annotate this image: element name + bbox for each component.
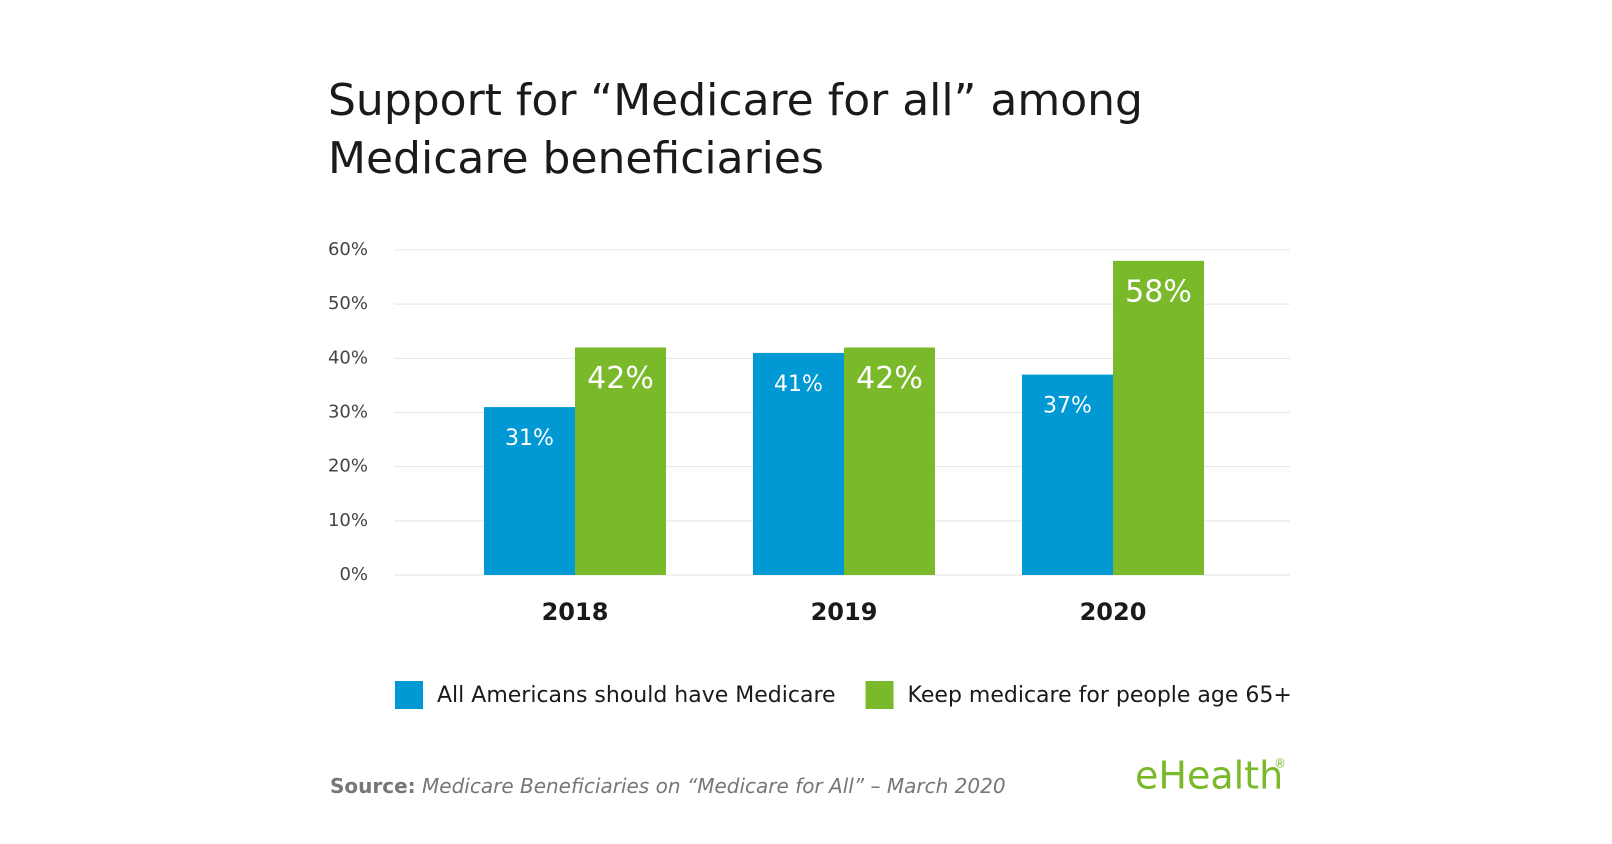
y-tick-label: 30% <box>328 402 368 423</box>
source-text: Source: Medicare Beneficiaries on “Medic… <box>330 774 1006 798</box>
bar <box>753 352 844 575</box>
value-label: 37% <box>1043 394 1092 419</box>
bar <box>1022 374 1113 575</box>
bar <box>484 407 575 575</box>
value-label: 58% <box>1125 274 1192 309</box>
source: Medicare Beneficiaries on “Medicare for … <box>422 774 1006 798</box>
legend-swatch <box>865 681 894 709</box>
value-label: 42% <box>856 361 923 396</box>
y-tick-label: 0% <box>339 564 368 585</box>
y-tick-label: 20% <box>328 456 368 477</box>
logo-mark: ® <box>1274 757 1286 771</box>
x-tick-label: 2018 <box>542 598 609 626</box>
y-tick-label: 50% <box>328 293 368 314</box>
y-tick-label: 60% <box>328 239 368 260</box>
y-tick-label: 40% <box>328 347 368 368</box>
value-label: 41% <box>774 372 823 397</box>
bar <box>575 347 666 575</box>
bar <box>844 347 935 575</box>
y-tick-label: 10% <box>328 510 368 531</box>
legend-swatch <box>395 681 423 709</box>
legend-label: All Americans should have Medicare <box>437 683 836 708</box>
legend-label: Keep medicare for people age 65+ <box>908 683 1292 708</box>
chart-title: Support for “Medicare for all” among Med… <box>328 75 1143 184</box>
value-label: 42% <box>587 361 654 396</box>
x-tick-label: 2019 <box>811 598 878 626</box>
source-label: Source: <box>330 774 416 798</box>
logo: eHealth <box>1135 754 1283 798</box>
x-tick-label: 2020 <box>1080 598 1147 626</box>
bar <box>1113 260 1204 575</box>
value-label: 31% <box>505 426 554 451</box>
